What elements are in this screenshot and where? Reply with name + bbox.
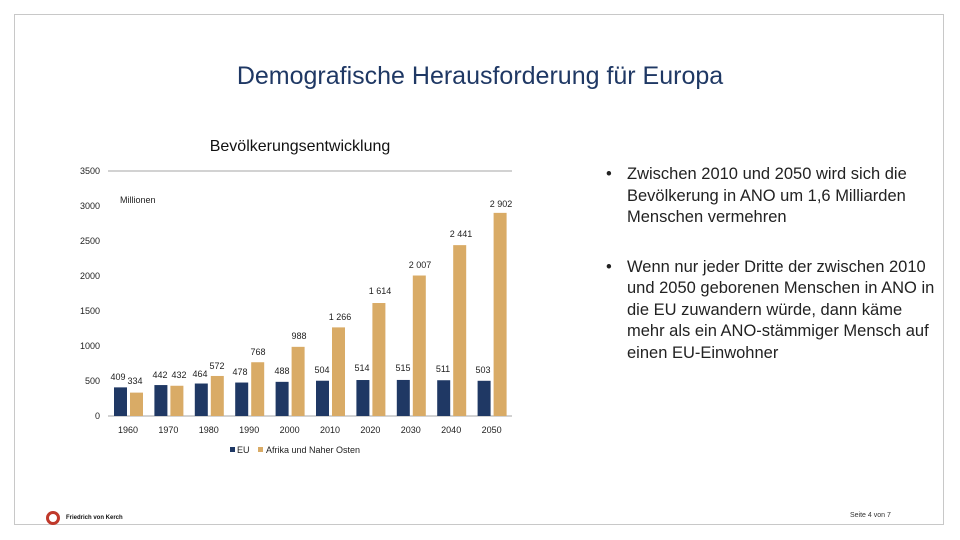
bar-eu bbox=[356, 380, 370, 416]
bar-eu bbox=[154, 385, 168, 416]
unit-label: Millionen bbox=[120, 195, 156, 205]
bar-ano bbox=[210, 375, 224, 416]
x-tick-label: 1970 bbox=[158, 425, 178, 435]
bar-ano bbox=[412, 275, 426, 416]
x-tick-label: 2030 bbox=[401, 425, 421, 435]
legend-label-ano: Afrika und Naher Osten bbox=[266, 445, 360, 455]
bar-ano bbox=[493, 212, 507, 416]
bar-eu bbox=[194, 383, 208, 416]
data-label-ano: 2 902 bbox=[490, 199, 513, 209]
x-tick-label: 1990 bbox=[239, 425, 259, 435]
legend-label-eu: EU bbox=[237, 445, 250, 455]
bar-ano bbox=[251, 362, 265, 416]
x-tick-label: 2000 bbox=[280, 425, 300, 435]
population-bar-chart: 0 500 1000 1500 2000 2500 3000 3500 Millionen 196… bbox=[80, 166, 513, 455]
bar-ano bbox=[332, 327, 345, 416]
data-label-ano: 988 bbox=[291, 331, 306, 341]
bar-ano bbox=[170, 385, 184, 416]
bar-eu bbox=[437, 380, 451, 416]
data-label-ano: 1 614 bbox=[369, 286, 392, 296]
slide-frame bbox=[14, 14, 944, 525]
x-tick-label: 2010 bbox=[320, 425, 340, 435]
slide-title: Demografische Herausforderung für Europa bbox=[236, 62, 724, 90]
y-tick-label: 2500 bbox=[80, 236, 100, 246]
bar-ano bbox=[291, 346, 305, 416]
data-label-eu: 514 bbox=[354, 363, 369, 373]
legend-swatch-ano bbox=[258, 447, 263, 452]
bar-eu bbox=[396, 379, 410, 416]
bar-eu bbox=[477, 380, 491, 416]
bar-eu bbox=[275, 381, 289, 416]
bar-ano bbox=[453, 245, 467, 416]
y-tick-label: 3500 bbox=[80, 166, 100, 176]
x-tick-label: 2040 bbox=[441, 425, 461, 435]
logo: Friedrich von Kerch bbox=[46, 508, 123, 528]
page-number: Seite 4 von 7 bbox=[850, 512, 891, 519]
bar-eu bbox=[235, 382, 249, 416]
data-label-eu: 409 bbox=[110, 372, 125, 382]
logo-text: Friedrich von Kerch bbox=[66, 515, 123, 521]
data-label-eu: 503 bbox=[475, 365, 490, 375]
bar-ano bbox=[130, 392, 143, 416]
x-tick-label: 2050 bbox=[482, 425, 502, 435]
y-tick-label: 500 bbox=[85, 376, 100, 386]
legend-swatch-eu bbox=[230, 447, 235, 452]
data-label-ano: 2 007 bbox=[409, 260, 432, 270]
bullet-list: Zwischen 2010 und 2050 wird sich die Bev… bbox=[603, 164, 938, 392]
data-label-ano: 334 bbox=[127, 376, 142, 386]
data-label-ano: 572 bbox=[209, 361, 224, 371]
logo-icon bbox=[46, 511, 60, 525]
bar-ano bbox=[372, 303, 386, 416]
bar-eu bbox=[114, 387, 127, 416]
chart-title: Bevölkerungsentwicklung bbox=[209, 138, 391, 155]
data-label-ano: 432 bbox=[171, 370, 186, 380]
y-tick-label: 0 bbox=[95, 411, 100, 421]
bullet-item: Wenn nur jeder Dritte der zwischen 2010 … bbox=[603, 257, 938, 365]
data-label-eu: 488 bbox=[274, 366, 289, 376]
y-tick-label: 2000 bbox=[80, 271, 100, 281]
x-tick-label: 1960 bbox=[118, 425, 138, 435]
data-label-eu: 511 bbox=[436, 364, 450, 374]
data-label-eu: 504 bbox=[314, 365, 329, 375]
x-tick-label: 1980 bbox=[199, 425, 219, 435]
x-tick-label: 2020 bbox=[360, 425, 380, 435]
data-label-eu: 442 bbox=[152, 370, 167, 380]
data-label-ano: 1 266 bbox=[329, 312, 352, 322]
data-label-ano: 768 bbox=[250, 347, 265, 357]
y-tick-label: 1500 bbox=[80, 306, 100, 316]
data-label-eu: 515 bbox=[395, 363, 410, 373]
y-tick-label: 1000 bbox=[80, 341, 100, 351]
data-label-eu: 478 bbox=[232, 367, 247, 377]
bar-eu bbox=[316, 380, 329, 416]
bullet-item: Zwischen 2010 und 2050 wird sich die Bev… bbox=[603, 164, 938, 229]
y-tick-label: 3000 bbox=[80, 201, 100, 211]
data-label-ano: 2 441 bbox=[450, 229, 473, 239]
data-label-eu: 464 bbox=[192, 369, 207, 379]
